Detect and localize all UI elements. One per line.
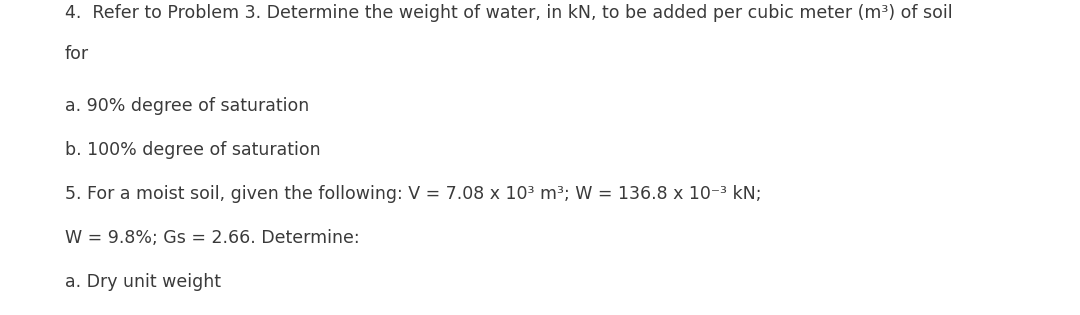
Text: W = 9.8%; Gs = 2.66. Determine:: W = 9.8%; Gs = 2.66. Determine: [65, 229, 360, 247]
Text: for: for [65, 45, 89, 63]
Text: 5. For a moist soil, given the following: V = 7.08 x 10³ m³; W = 136.8 x 10⁻³ kN: 5. For a moist soil, given the following… [65, 185, 761, 203]
Text: 4.  Refer to Problem 3. Determine the weight of water, in kN, to be added per cu: 4. Refer to Problem 3. Determine the wei… [65, 4, 953, 22]
Text: a. 90% degree of saturation: a. 90% degree of saturation [65, 97, 309, 115]
Text: b. 100% degree of saturation: b. 100% degree of saturation [65, 141, 321, 159]
Text: a. Dry unit weight: a. Dry unit weight [65, 273, 220, 291]
